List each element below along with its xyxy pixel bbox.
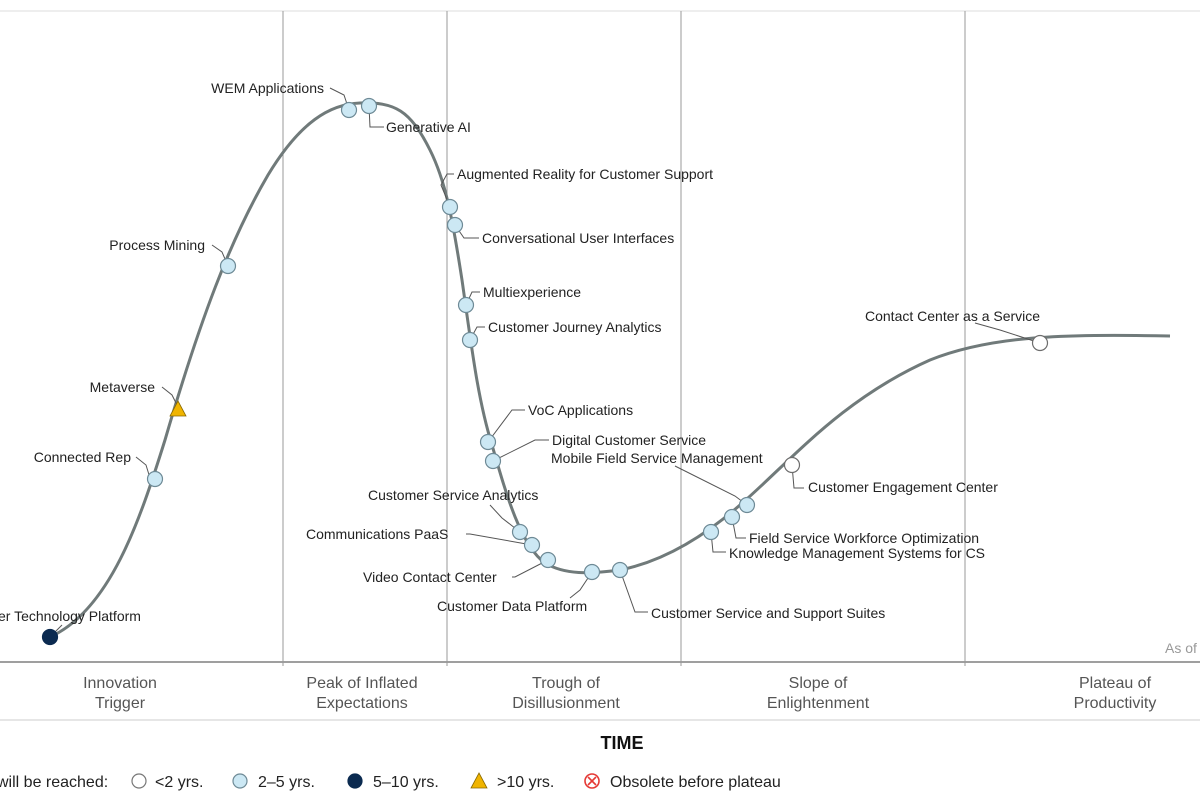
legend-dark-circle-icon: [347, 773, 363, 789]
phase-label-innovation-trigger: Innovation Trigger: [83, 675, 157, 712]
leader-line: [440, 173, 454, 208]
tech-label: Augmented Reality for Customer Support: [457, 166, 713, 182]
light-circle-marker: [219, 257, 237, 275]
legend-prefix: will be reached:: [0, 774, 108, 791]
legend-label: <2 yrs.: [155, 774, 203, 791]
light-circle-marker: [523, 536, 541, 554]
axis-title: TIME: [601, 733, 644, 753]
phase-line: Trough of: [532, 675, 600, 692]
phase-line: Productivity: [1074, 695, 1157, 712]
tech-label: Process Mining: [109, 237, 205, 253]
tech-label: Field Service Workforce Optimization: [749, 530, 979, 546]
tech-label: Generative AI: [386, 119, 471, 135]
tech-label: Contact Center as a Service: [865, 308, 1040, 324]
phase-line: Disillusionment: [512, 695, 620, 712]
light-circle-marker: [461, 331, 479, 349]
phase-line: Slope of: [789, 675, 848, 692]
light-circle-marker: [583, 563, 601, 581]
light-circle-marker: [360, 97, 378, 115]
legend-label: >10 yrs.: [497, 774, 554, 791]
tech-label: Communications PaaS: [306, 526, 448, 542]
leader-line: [492, 439, 549, 462]
light-circle-marker: [511, 523, 529, 541]
light-circle-marker: [723, 508, 741, 526]
as-of-note: As of: [1165, 640, 1197, 656]
triangle-marker: [169, 400, 187, 417]
phase-line: Enlightenment: [767, 695, 870, 712]
leader-line: [674, 465, 748, 506]
leader-line: [466, 533, 533, 546]
phase-label-slope: Slope of Enlightenment: [767, 675, 870, 712]
legend-label: Obsolete before plateau: [610, 774, 781, 791]
legend: will be reached: <2 yrs. 2–5 yrs. 5–10 y…: [0, 772, 781, 791]
technology-labels: er Technology Platform Connected Rep Met…: [0, 80, 1040, 624]
phase-labels: Innovation Trigger Peak of Inflated Expect…: [83, 675, 1156, 712]
tech-label: Customer Engagement Center: [808, 479, 998, 495]
tech-label: er Technology Platform: [0, 608, 141, 624]
tech-label: Customer Service and Support Suites: [651, 605, 885, 621]
tech-label: Customer Data Platform: [437, 598, 587, 614]
phase-label-plateau: Plateau of Productivity: [1074, 675, 1157, 712]
tech-label: Mobile Field Service Management: [551, 450, 763, 466]
phase-label-peak: Peak of Inflated Expectations: [306, 675, 417, 712]
legend-triangle-icon: [470, 772, 488, 789]
light-circle-marker: [340, 101, 358, 119]
hollow-circle-marker: [783, 456, 801, 474]
leader-line: [135, 456, 151, 479]
tech-label: Conversational User Interfaces: [482, 230, 674, 246]
light-circle-marker: [702, 523, 720, 541]
light-circle-marker: [738, 496, 756, 514]
tech-label: Metaverse: [90, 379, 156, 395]
light-circle-marker: [484, 452, 502, 470]
phase-line: Plateau of: [1079, 675, 1152, 692]
legend-light-circle-icon: [232, 773, 248, 789]
leader-line: [974, 322, 1041, 344]
phase-line: Expectations: [316, 695, 408, 712]
light-circle-marker: [539, 551, 557, 569]
phase-line: Trigger: [95, 695, 146, 712]
light-circle-marker: [146, 470, 164, 488]
legend-hollow-circle-icon: [131, 773, 147, 789]
light-circle-marker: [446, 216, 464, 234]
phase-line: Peak of Inflated: [306, 675, 417, 692]
phase-line: Innovation: [83, 675, 157, 692]
light-circle-marker: [441, 198, 459, 216]
tech-label: Customer Journey Analytics: [488, 319, 662, 335]
dark-circle-marker: [41, 628, 59, 646]
tech-label: WEM Applications: [211, 80, 324, 96]
tech-label: Connected Rep: [34, 449, 132, 465]
leader-line: [487, 409, 525, 443]
leader-line: [512, 559, 549, 578]
phase-dividers: [282, 11, 966, 666]
light-circle-marker: [611, 561, 629, 579]
phase-label-trough: Trough of Disillusionment: [512, 675, 620, 712]
legend-label: 2–5 yrs.: [258, 774, 315, 791]
tech-label: Multiexperience: [483, 284, 581, 300]
leader-line: [619, 569, 648, 613]
light-circle-marker: [479, 433, 497, 451]
hype-curve: [49, 101, 1171, 639]
leader-line: [161, 386, 179, 408]
legend-label: 5–10 yrs.: [373, 774, 439, 791]
light-circle-marker: [457, 296, 475, 314]
tech-label: Knowledge Management Systems for CS: [729, 545, 985, 561]
tech-label: Customer Service Analytics: [368, 487, 538, 503]
tech-label: Video Contact Center: [363, 569, 497, 585]
hollow-circle-marker: [1031, 334, 1049, 352]
tech-label: Digital Customer Service: [552, 432, 706, 448]
tech-label: VoC Applications: [528, 402, 633, 418]
technology-markers: [41, 97, 1049, 646]
legend-obsolete-icon-x2: [587, 776, 597, 786]
